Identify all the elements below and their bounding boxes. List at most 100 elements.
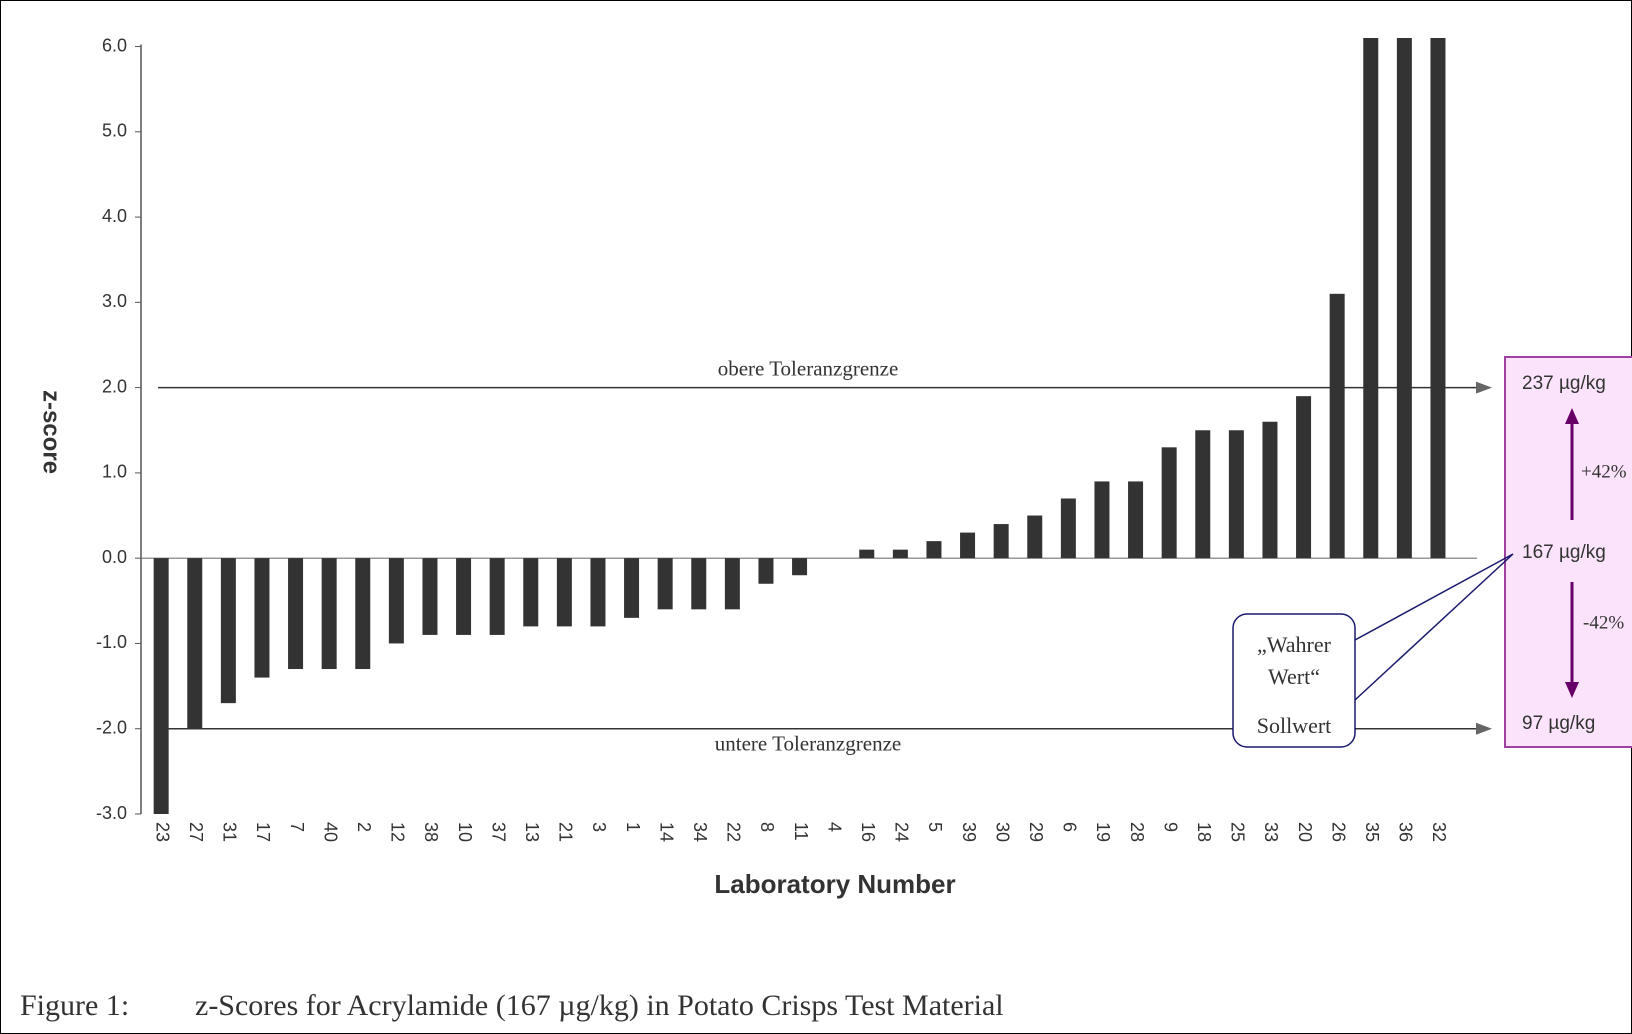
bar xyxy=(926,541,942,559)
x-tick-label: 2 xyxy=(354,822,374,832)
bar xyxy=(1027,515,1043,559)
lower-limit: 97 µg/kg xyxy=(1522,713,1595,734)
x-tick-label: 25 xyxy=(1228,822,1248,842)
upper-limit: 237 µg/kg xyxy=(1522,373,1606,394)
callout-box xyxy=(1232,613,1356,748)
bar xyxy=(355,558,371,670)
x-tick-label: 36 xyxy=(1396,822,1416,842)
x-tick-label: 38 xyxy=(421,822,441,842)
bar xyxy=(590,558,606,627)
bar xyxy=(422,558,438,635)
bar xyxy=(556,558,572,627)
bar xyxy=(153,558,169,814)
x-tick-label: 4 xyxy=(824,822,844,832)
x-tick-label: 21 xyxy=(556,822,576,842)
down-arrowhead xyxy=(1565,682,1579,698)
bar xyxy=(892,549,908,559)
up-arrowhead xyxy=(1565,408,1579,424)
x-tick-label: 33 xyxy=(1261,822,1281,842)
x-tick-label: 30 xyxy=(992,822,1012,842)
callout-label: Sollwert xyxy=(1257,713,1332,738)
bar xyxy=(624,558,640,618)
y-tick-label: 2.0 xyxy=(102,376,127,396)
bar xyxy=(1430,38,1446,559)
x-tick-label: 20 xyxy=(1295,822,1315,842)
bar xyxy=(489,558,505,635)
bar xyxy=(1195,430,1211,559)
bar xyxy=(1262,421,1278,559)
bar xyxy=(288,558,304,670)
x-tick-label: 31 xyxy=(220,822,240,842)
x-tick-label: 29 xyxy=(1026,822,1046,842)
bar xyxy=(187,558,203,729)
y-tick-label: -2.0 xyxy=(96,717,127,737)
bar xyxy=(657,558,673,610)
y-tick-label: 1.0 xyxy=(102,462,127,482)
x-tick-label: 34 xyxy=(690,822,710,842)
x-tick-label: 28 xyxy=(1127,822,1147,842)
x-tick-label: 24 xyxy=(892,822,912,842)
x-tick-label: 32 xyxy=(1429,822,1449,842)
x-tick-label: 11 xyxy=(791,822,811,841)
bar xyxy=(1296,396,1312,559)
bar xyxy=(1329,293,1345,559)
x-tick-label: 9 xyxy=(1160,822,1180,832)
bar xyxy=(724,558,740,610)
x-tick-label: 12 xyxy=(388,822,408,842)
bar xyxy=(456,558,472,635)
bar xyxy=(254,558,270,678)
bar xyxy=(859,549,875,559)
bar xyxy=(220,558,236,704)
y-tick-label: -1.0 xyxy=(96,632,127,652)
y-tick-label: 6.0 xyxy=(102,35,127,55)
bar xyxy=(1228,430,1244,559)
bar xyxy=(1161,447,1177,559)
caption: z-Scores for Acrylamide (167 µg/kg) in P… xyxy=(195,989,1004,1022)
tolerance-arrowhead xyxy=(1476,381,1492,394)
x-tick-label: 14 xyxy=(656,822,676,842)
y-tick-label: 3.0 xyxy=(102,291,127,311)
bar xyxy=(758,558,774,584)
lower-pct: -42% xyxy=(1583,612,1624,633)
x-tick-label: 10 xyxy=(455,822,475,842)
callout-pointer xyxy=(1354,553,1514,701)
y-tick-label: 5.0 xyxy=(102,121,127,141)
x-tick-label: 23 xyxy=(152,822,172,842)
bar xyxy=(691,558,707,610)
x-tick-label: 26 xyxy=(1328,822,1348,842)
bar xyxy=(321,558,337,670)
x-tick-label: 16 xyxy=(858,822,878,842)
tolerance-arrowhead xyxy=(1476,722,1492,735)
center-value: 167 µg/kg xyxy=(1522,542,1606,563)
x-tick-label: 27 xyxy=(186,822,206,842)
bar xyxy=(1094,481,1110,559)
y-tick-label: 4.0 xyxy=(102,206,127,226)
bar xyxy=(993,524,1009,559)
x-tick-label: 18 xyxy=(1194,822,1214,842)
x-tick-label: 8 xyxy=(757,822,777,832)
x-tick-label: 1 xyxy=(623,822,643,832)
x-tick-label: 39 xyxy=(959,822,979,842)
x-tick-label: 22 xyxy=(724,822,744,842)
tolerance-label: untere Toleranzgrenze xyxy=(715,732,901,756)
callout-line: Wert“ xyxy=(1268,664,1320,689)
y-tick-label: -3.0 xyxy=(96,803,127,823)
y-axis-label: z-score xyxy=(38,390,65,474)
bar xyxy=(792,558,808,576)
bar xyxy=(1128,481,1144,559)
x-tick-label: 40 xyxy=(320,822,340,842)
bar xyxy=(960,532,976,559)
bar xyxy=(1363,38,1379,559)
upper-pct: +42% xyxy=(1581,461,1627,482)
x-tick-label: 35 xyxy=(1362,822,1382,842)
bar xyxy=(523,558,539,627)
x-tick-label: 13 xyxy=(522,822,542,842)
tolerance-label: obere Toleranzgrenze xyxy=(718,356,899,380)
bar xyxy=(1060,498,1076,559)
x-tick-label: 3 xyxy=(589,822,609,832)
x-tick-label: 5 xyxy=(925,822,945,832)
caption-number: Figure 1: xyxy=(20,989,129,1022)
x-tick-label: 19 xyxy=(1093,822,1113,842)
x-tick-label: 7 xyxy=(287,822,307,832)
